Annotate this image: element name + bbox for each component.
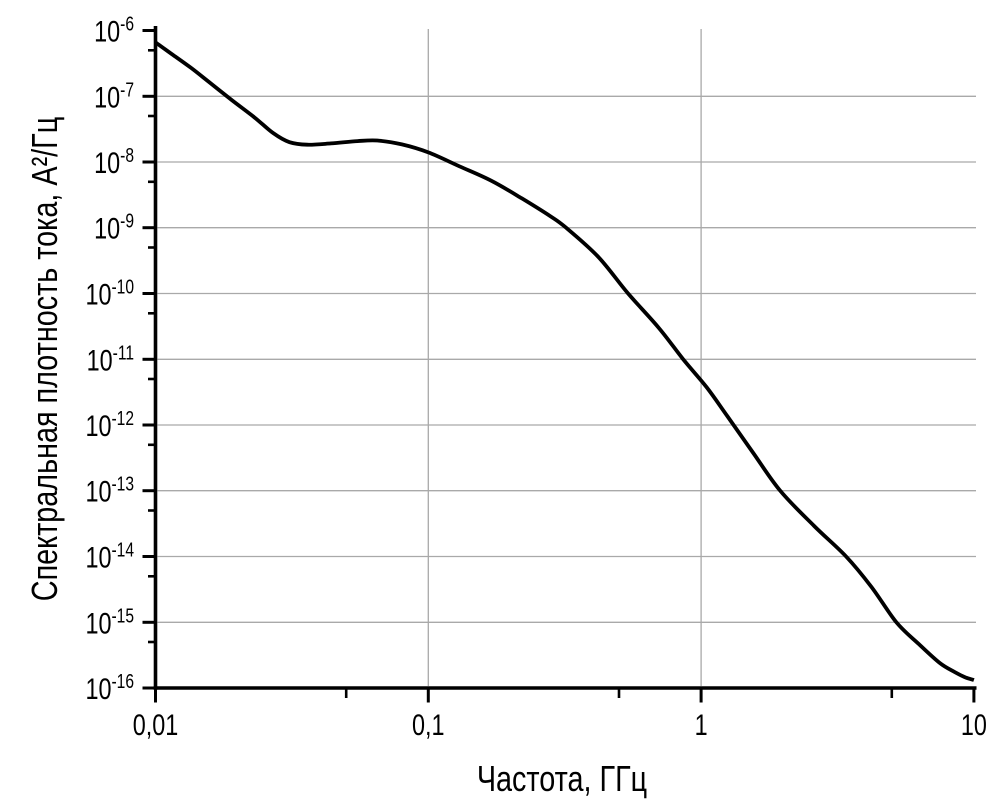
- gridlines: [157, 29, 976, 686]
- x-tick-label: 0,01: [133, 708, 179, 741]
- y-tick-label: 10-8: [94, 144, 134, 180]
- y-tick-label: 10-12: [85, 407, 134, 443]
- y-tick-label: 10-11: [87, 341, 134, 377]
- x-tick-label: 10: [961, 708, 987, 741]
- y-tick-label: 10-13: [85, 473, 134, 509]
- x-tick-label: 1: [695, 708, 708, 741]
- y-tick-label: 10-9: [94, 210, 134, 246]
- y-tick-label: 10-6: [94, 13, 134, 49]
- x-axis-title: Частота, ГГц: [477, 758, 647, 799]
- tick-labels: 10-6 10-7 10-8 10-9 10-10 10-11 10-12 10-13 10-1…: [85, 13, 986, 742]
- y-tick-label: 10-14: [85, 539, 134, 575]
- y-tick-label: 10-10: [85, 276, 134, 312]
- y-tick-label: 10-16: [85, 670, 134, 706]
- y-tick-label: 10-15: [85, 604, 134, 640]
- y-axis-title: Спектральная плотность тока, А²/Гц: [24, 117, 65, 601]
- axes: [142, 26, 977, 703]
- x-tick-label: 0,1: [412, 708, 445, 741]
- spectral-density-curve: [154, 40, 975, 682]
- y-tick-label: 10-7: [94, 78, 134, 114]
